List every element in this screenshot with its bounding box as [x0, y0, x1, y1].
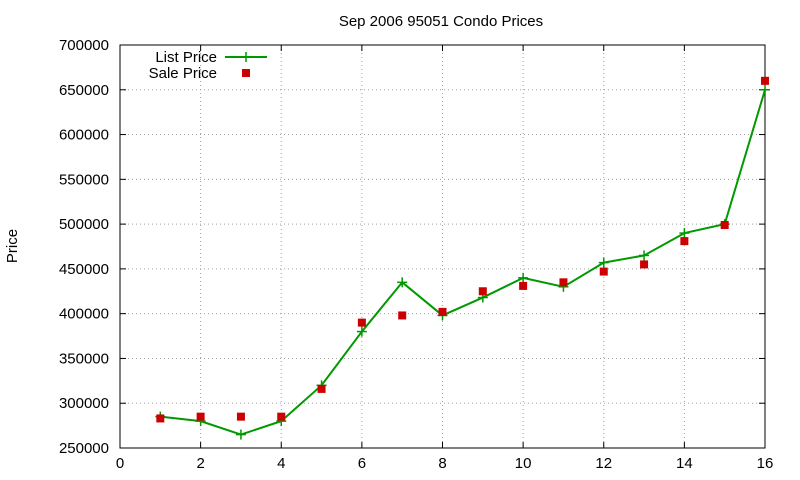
x-tick-label: 0 [116, 455, 124, 472]
sale-price-point [599, 267, 608, 276]
y-tick-label: 550000 [59, 171, 109, 188]
legend-label: Sale Price [149, 65, 217, 82]
x-tick-label: 10 [515, 455, 532, 472]
y-tick-label: 700000 [59, 37, 109, 54]
y-tick-label: 600000 [59, 127, 109, 144]
sale-price-point [478, 287, 487, 296]
x-tick-label: 14 [676, 455, 693, 472]
y-tick-label: 500000 [59, 216, 109, 233]
legend-plus-marker [241, 52, 251, 62]
sale-price-point [519, 281, 528, 290]
legend-square-marker [242, 69, 250, 77]
legend-label: List Price [155, 49, 217, 66]
y-tick-label: 350000 [59, 350, 109, 367]
x-tick-label: 16 [757, 455, 774, 472]
grid [120, 45, 765, 448]
x-tick-label: 4 [277, 455, 285, 472]
x-tick-label: 6 [358, 455, 366, 472]
sale-price-point [559, 278, 568, 287]
list-price-point [679, 228, 690, 239]
x-tick-label: 8 [438, 455, 446, 472]
list-price-point [598, 257, 609, 268]
sale-price-point [438, 307, 447, 316]
sale-price-point [761, 76, 769, 85]
sale-price-point [236, 412, 245, 421]
list-price-point [518, 272, 529, 283]
y-tick-label: 650000 [59, 82, 109, 99]
list-price-point [639, 250, 650, 261]
chart-title: Sep 2006 95051 Condo Prices [339, 13, 543, 30]
sale-price-point [196, 412, 205, 421]
sale-price-point [357, 318, 366, 327]
y-tick-label: 250000 [59, 440, 109, 457]
sale-price-point [277, 412, 286, 421]
list-price-point [397, 277, 408, 288]
list-price-line [160, 89, 766, 436]
sale-price-point [640, 260, 649, 269]
sale-price-point [680, 237, 689, 246]
list-price-point [356, 326, 367, 337]
y-tick-label: 400000 [59, 306, 109, 323]
sale-price-point [156, 414, 165, 423]
x-tick-label: 2 [196, 455, 204, 472]
axis-ticks: 250000 300000 350000 400000 450000 500000 5500… [59, 37, 773, 472]
sale-price-point [317, 384, 326, 393]
sale-price-point [398, 311, 407, 320]
y-tick-label: 300000 [59, 395, 109, 412]
x-tick-label: 12 [595, 455, 612, 472]
series [155, 76, 770, 440]
y-axis-label: Price [4, 229, 21, 263]
list-price-point [760, 84, 770, 95]
y-tick-label: 450000 [59, 261, 109, 278]
sale-price-point [720, 221, 729, 230]
list-price-point [235, 429, 246, 440]
